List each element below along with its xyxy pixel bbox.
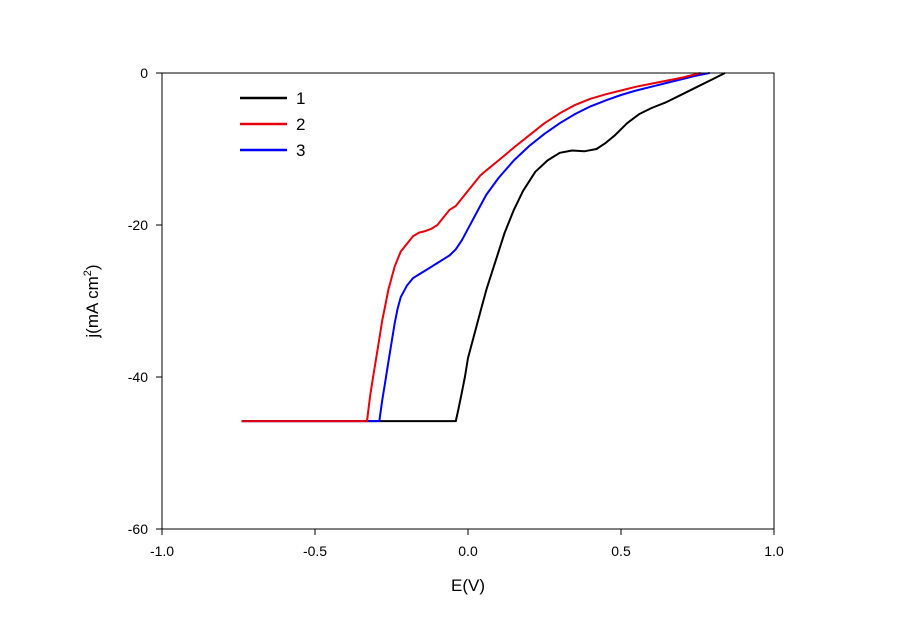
y-tick-label: 0 — [140, 65, 148, 81]
y-axis-title-close: ) — [83, 264, 102, 270]
y-axis-title: j(mA cm2) — [82, 264, 102, 338]
series-line-3 — [241, 72, 710, 423]
y-axis: 0 -20 -40 -60 — [128, 65, 162, 537]
series-layer — [241, 72, 726, 423]
y-tick-label: -60 — [128, 521, 148, 537]
x-axis-title: E(V) — [451, 576, 485, 595]
legend: 1 2 3 — [240, 89, 305, 160]
legend-label-3: 3 — [296, 141, 305, 160]
y-tick-label: -40 — [128, 369, 148, 385]
x-tick-label: -1.0 — [150, 543, 174, 559]
x-tick-label: 1.0 — [764, 543, 784, 559]
x-axis: -1.0 -0.5 0.0 0.5 1.0 — [150, 529, 784, 559]
legend-label-1: 1 — [296, 89, 305, 108]
x-tick-label: 0.0 — [458, 543, 478, 559]
y-axis-title-superscript: 2 — [82, 270, 94, 276]
legend-label-2: 2 — [296, 115, 305, 134]
y-axis-title-main: j(mA cm — [83, 276, 102, 338]
x-tick-label: 0.5 — [611, 543, 631, 559]
x-tick-label: -0.5 — [303, 543, 327, 559]
y-tick-label: -20 — [128, 217, 148, 233]
series-line-1 — [241, 72, 726, 423]
series-line-2 — [241, 72, 701, 423]
